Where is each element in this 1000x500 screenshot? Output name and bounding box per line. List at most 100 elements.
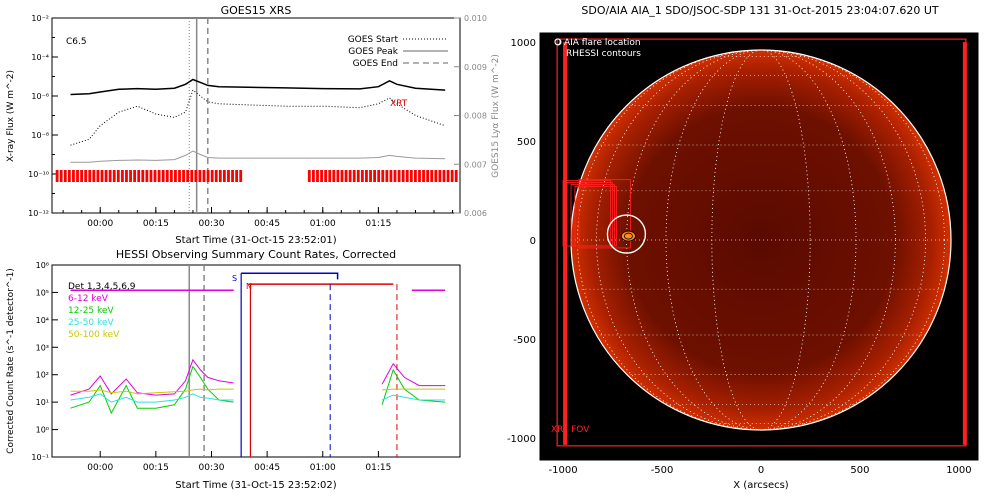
aia-xtick-label: 1000 (946, 465, 971, 476)
goes-xtick-label: 00:00 (87, 219, 113, 229)
goes-flag-mark (88, 170, 92, 182)
goes-series-0 (70, 78, 446, 96)
goes-ytick-right-label: 0.008 (464, 112, 487, 121)
goes-flag-mark (145, 170, 149, 182)
rhessi-contour-inner (624, 232, 633, 240)
goes-flag-mark (336, 170, 340, 182)
goes-flag-mark (414, 170, 417, 182)
goes-flag-mark (352, 170, 356, 182)
aia-title: SDO/AIA AIA_1 SDO/JSOC-SDP 131 31-Oct-20… (581, 4, 939, 17)
goes-flag-mark (332, 170, 336, 182)
goes-flag-mark (222, 170, 226, 182)
aia-flare-circle (606, 214, 647, 254)
goes-flag-mark (227, 170, 230, 182)
hessi-legend-25-50: 25-50 keV (68, 318, 114, 328)
hessi-marker-n: N (246, 282, 252, 291)
aia-xtick-label: 500 (850, 465, 869, 476)
goes-flag-mark (316, 170, 319, 182)
goes-series-2 (70, 150, 446, 163)
goes-ytick-label: 10⁻⁶ (31, 92, 49, 101)
goes-flag-mark (125, 170, 128, 182)
goes-flag-mark (92, 170, 96, 182)
goes-flag-mark (231, 170, 234, 182)
xrt-fov-edge-right (962, 42, 967, 445)
goes-flag-mark (80, 170, 83, 182)
aia-panel: SDO/AIA AIA_1 SDO/JSOC-SDP 131 31-Oct-20… (507, 4, 979, 491)
goes-flag-mark (96, 170, 100, 182)
hessi-series-3 (382, 388, 446, 391)
goes-flag-mark (401, 170, 405, 182)
hessi-ylabel: Corrected Count Rate (s^-1 detector^-1) (6, 268, 16, 454)
goes-xtick-label: 01:15 (365, 219, 391, 229)
hessi-xtick-label: 00:30 (199, 463, 225, 473)
goes-flag-mark (149, 170, 153, 182)
goes-flag-mark (442, 170, 446, 182)
xrt-fov-small-box-4 (578, 179, 631, 249)
goes-xlabel: Start Time (31-Oct-15 23:52:01) (175, 235, 336, 246)
goes-flag-mark (76, 170, 79, 182)
goes-flag-mark (446, 170, 450, 182)
goes-flag-mark (129, 170, 132, 182)
goes-legend-end: GOES End (353, 59, 398, 69)
hessi-legend-12-25: 12-25 keV (68, 306, 114, 316)
goes-flag-mark (214, 170, 218, 182)
hessi-legend-50-100: 50-100 keV (68, 330, 120, 340)
aia-legend-rhessi-contours: RHESSI contours (566, 49, 641, 59)
goes-legend: GOES Start GOES Peak GOES End (348, 35, 448, 69)
goes-flag-mark (141, 170, 145, 182)
goes-flag-mark (59, 170, 63, 182)
goes-flare-class: C6.5 (66, 37, 87, 47)
aia-legend-flare-location: O AIA flare location (554, 38, 641, 48)
hessi-ytick-label: 10¹ (36, 398, 49, 407)
goes-flag-mark (169, 170, 173, 182)
goes-flag-mark (186, 170, 190, 182)
hessi-series-0 (381, 362, 446, 387)
goes-ytick-label: 10⁻¹² (28, 209, 49, 218)
goes-flag-mark (324, 170, 328, 182)
goes-flag-mark (409, 170, 413, 182)
goes-xtick-label: 00:30 (199, 219, 225, 229)
goes-plot-area (55, 18, 458, 213)
goes-flag-mark (450, 170, 454, 182)
goes-flag-mark (328, 170, 332, 182)
goes-flag-mark (312, 170, 315, 182)
goes-flag-mark (389, 170, 393, 182)
goes-xrt-annotation: XRT (390, 99, 408, 109)
goes-flag-mark (206, 170, 210, 182)
aia-ytick-label: -500 (513, 335, 536, 346)
goes-flag-mark (194, 170, 198, 182)
hessi-ytick-label: 10⁶ (36, 261, 49, 270)
hessi-ytick-label: 10⁴ (36, 316, 49, 325)
hessi-series-2 (70, 393, 234, 403)
goes-ytick-right-label: 0.009 (464, 63, 487, 72)
goes-flag-mark (405, 170, 409, 182)
goes-flag-mark (360, 170, 364, 182)
aia-sun-disk (571, 50, 951, 430)
goes-flag-mark (112, 170, 116, 182)
goes-flag-mark (397, 170, 401, 182)
goes-flag-mark (100, 170, 104, 182)
aia-legend-circle-icon (554, 38, 562, 46)
goes-flag-mark (381, 170, 385, 182)
hessi-xtick-label: 01:15 (365, 463, 391, 473)
hessi-ytick-label: 10³ (36, 343, 49, 352)
hessi-legend-6-12: 6-12 keV (68, 294, 109, 304)
goes-flag-mark (430, 170, 434, 182)
goes-flag-mark (190, 170, 194, 182)
hessi-xlabel: Start Time (31-Oct-15 23:52:02) (175, 480, 336, 491)
aia-xlabel: X (arcsecs) (733, 480, 789, 491)
aia-ytick-label: -1000 (507, 434, 536, 445)
hessi-detectors: Det 1,3,4,5,6,9 (68, 282, 136, 292)
goes-flag-mark (178, 170, 181, 182)
xrt-fov-boxes (556, 38, 967, 447)
aia-x-axis: -1000 -500 0 500 1000 (549, 454, 972, 476)
hessi-ytick-label: 10⁵ (36, 288, 49, 297)
goes-flag-mark (137, 170, 141, 182)
goes-flag-mark (108, 170, 112, 182)
hessi-ytick-label: 10² (36, 371, 49, 380)
aia-ytick-label: 0 (530, 236, 536, 247)
goes-flag-mark (202, 170, 206, 182)
goes-flag-mark (340, 170, 344, 182)
goes-ytick-label: 10⁻² (31, 14, 49, 23)
rhessi-contour (621, 230, 636, 242)
